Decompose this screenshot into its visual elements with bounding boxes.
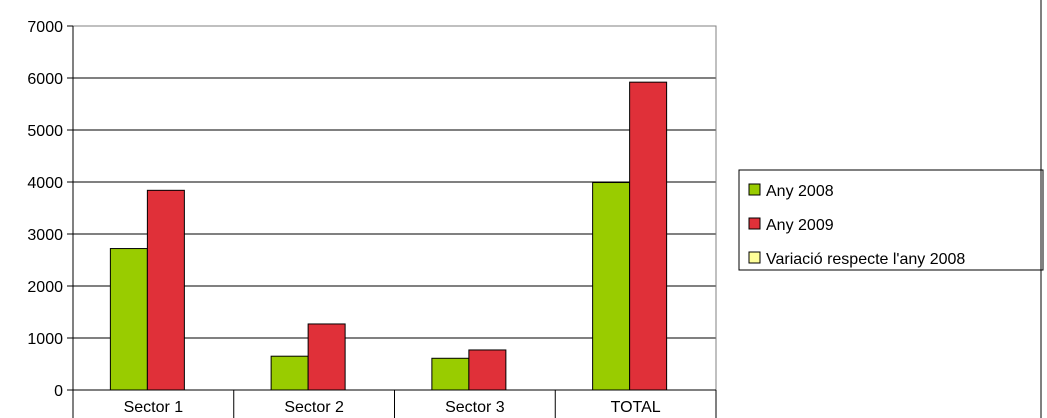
bar-any-2008-total xyxy=(592,182,631,391)
bar-any-2009-sector-3 xyxy=(468,349,507,391)
x-category-label: TOTAL xyxy=(611,399,661,416)
legend-label: Any 2008 xyxy=(766,183,834,200)
bar-any-2009-sector-2 xyxy=(307,323,346,391)
legend-swatch xyxy=(748,217,761,230)
legend-box xyxy=(738,169,1044,271)
y-tick-label: 1000 xyxy=(27,331,63,348)
legend-swatch xyxy=(748,251,761,264)
y-tick-label: 0 xyxy=(54,383,63,400)
x-category-labels: Sector 1 Sector 2 Sector 3 TOTAL xyxy=(124,399,661,416)
y-tick-label: 7000 xyxy=(27,19,63,36)
legend-label: Any 2009 xyxy=(766,217,834,234)
bar-any-2008-sector-1 xyxy=(109,248,148,391)
y-tick-label: 5000 xyxy=(27,123,63,140)
y-tick-label: 4000 xyxy=(27,175,63,192)
y-tick-label: 2000 xyxy=(27,279,63,296)
x-category-label: Sector 1 xyxy=(124,399,184,416)
y-tick-labels: 0 1000 2000 3000 4000 5000 6000 7000 xyxy=(27,19,63,400)
bar-any-2008-sector-3 xyxy=(431,357,470,391)
y-tick-label: 3000 xyxy=(27,227,63,244)
x-category-label: Sector 2 xyxy=(284,399,344,416)
x-category-label: Sector 3 xyxy=(445,399,505,416)
legend-swatch xyxy=(748,183,761,196)
legend: Any 2008 Any 2009 Variació respecte l'any … xyxy=(738,0,1044,418)
bar-any-2009-total xyxy=(629,81,668,391)
legend-label: Variació respecte l'any 2008 xyxy=(766,251,965,268)
bars xyxy=(109,81,668,391)
y-tick-label: 6000 xyxy=(27,71,63,88)
bar-any-2008-sector-2 xyxy=(270,355,309,391)
bar-any-2009-sector-1 xyxy=(146,189,185,391)
axes xyxy=(67,25,717,418)
